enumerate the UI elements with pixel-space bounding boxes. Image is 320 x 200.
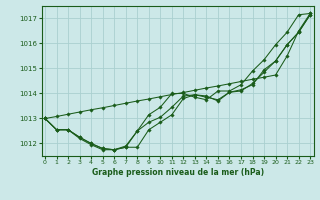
X-axis label: Graphe pression niveau de la mer (hPa): Graphe pression niveau de la mer (hPa) [92,168,264,177]
